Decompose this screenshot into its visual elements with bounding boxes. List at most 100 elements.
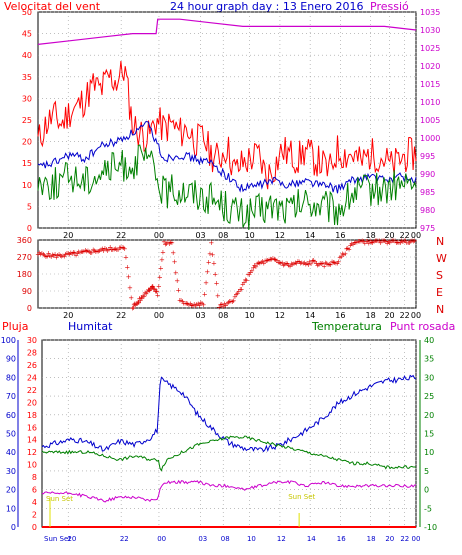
direction-point: + xyxy=(388,237,394,245)
direction-point: + xyxy=(303,261,309,269)
humidity-title: Humitat xyxy=(68,320,113,333)
direction-point: + xyxy=(181,299,187,307)
direction-point: + xyxy=(396,239,402,247)
direction-point: + xyxy=(299,259,305,267)
direction-point: + xyxy=(325,261,331,269)
direction-point: + xyxy=(309,257,315,265)
series-temperature xyxy=(41,435,417,472)
direction-point: + xyxy=(152,287,158,295)
wind-tick-label: 5 xyxy=(27,202,32,211)
direction-point: + xyxy=(281,261,287,269)
direction-point: + xyxy=(400,238,406,246)
direction-point: + xyxy=(267,256,273,264)
direction-point: + xyxy=(298,260,304,268)
direction-point: + xyxy=(183,300,189,308)
series-dewpoint xyxy=(41,479,417,503)
direction-point: + xyxy=(60,252,66,260)
direction-point: + xyxy=(253,263,259,271)
direction-point: + xyxy=(130,305,136,313)
wind-tick-label: 50 xyxy=(22,8,32,17)
direction-point: + xyxy=(224,300,230,308)
compass-label: S xyxy=(436,269,443,282)
time-tick-label: 18 xyxy=(366,231,376,240)
direction-point: + xyxy=(99,245,105,253)
bottom-time-tick-label: 14 xyxy=(307,535,316,543)
direction-point: + xyxy=(48,253,54,261)
time-tick-label: 10 xyxy=(245,311,255,320)
pressure-tick-label: 985 xyxy=(420,188,435,197)
bottom-time-tick-label: 10 xyxy=(247,535,256,543)
direction-point: + xyxy=(354,239,360,247)
direction-point: + xyxy=(138,293,144,301)
direction-point: + xyxy=(349,240,355,248)
direction-point: + xyxy=(158,265,164,273)
direction-point: + xyxy=(127,284,133,292)
temperature-tick-label: 5 xyxy=(424,467,429,476)
compass-label: N xyxy=(436,235,444,248)
direction-point: + xyxy=(228,298,234,306)
direction-point: + xyxy=(246,271,252,279)
direction-point: + xyxy=(92,247,98,255)
direction-point: + xyxy=(69,250,75,258)
direction-point: + xyxy=(148,285,154,293)
direction-point: + xyxy=(204,268,210,276)
bottom-time-tick-label: 08 xyxy=(221,535,230,543)
direction-point: + xyxy=(164,240,170,248)
direction-point: + xyxy=(311,257,317,265)
direction-point: + xyxy=(124,263,130,271)
direction-point: + xyxy=(337,253,343,261)
humidity-tick-label: 40 xyxy=(6,448,16,457)
time-tick-label: 00 xyxy=(154,231,164,240)
direction-point: + xyxy=(153,287,159,295)
direction-point: + xyxy=(329,258,335,266)
direction-point: + xyxy=(249,267,255,275)
series-wind_low xyxy=(37,144,417,231)
direction-point: + xyxy=(371,238,377,246)
direction-point: + xyxy=(346,245,352,253)
direction-point: + xyxy=(63,250,69,258)
time-tick-label: 20 xyxy=(63,311,73,320)
direction-point: + xyxy=(65,250,71,258)
direction-point: + xyxy=(367,237,373,245)
direction-point: + xyxy=(380,237,386,245)
direction-point: + xyxy=(197,302,203,310)
direction-point: + xyxy=(375,237,381,245)
wind-tick-label: 40 xyxy=(22,51,32,60)
pressure-tick-label: 1030 xyxy=(420,26,440,35)
direction-point: + xyxy=(231,297,237,305)
direction-point: + xyxy=(361,238,367,246)
direction-point: + xyxy=(288,260,294,268)
direction-point: + xyxy=(189,302,195,310)
direction-point: + xyxy=(47,252,53,260)
rain-tick-label: 2 xyxy=(32,511,37,520)
direction-point: + xyxy=(179,298,185,306)
time-tick-label: 22 xyxy=(116,231,126,240)
direction-point: + xyxy=(300,259,306,267)
temperature-tick-label: -5 xyxy=(424,504,432,513)
direction-point: + xyxy=(326,260,332,268)
sun-label: Sun Set xyxy=(288,493,315,501)
direction-point: + xyxy=(202,290,208,298)
direction-point: + xyxy=(59,253,65,261)
direction-point: + xyxy=(387,239,393,247)
direction-point: + xyxy=(260,258,266,266)
direction-point: + xyxy=(105,247,111,255)
direction-point: + xyxy=(389,237,395,245)
temperature-title: Temperatura xyxy=(311,320,382,333)
sun-label: Sun Set xyxy=(46,495,73,503)
direction-point: + xyxy=(215,292,221,300)
direction-point: + xyxy=(134,300,140,308)
humidity-tick-label: 100 xyxy=(1,336,16,345)
compass-label: N xyxy=(436,303,444,316)
direction-point: + xyxy=(123,254,129,262)
direction-point: + xyxy=(403,237,409,245)
direction-point: + xyxy=(313,260,319,268)
direction-point: + xyxy=(210,251,216,259)
direction-point: + xyxy=(252,262,258,270)
direction-point: + xyxy=(254,260,260,268)
direction-point: + xyxy=(312,258,318,266)
direction-point: + xyxy=(55,251,61,259)
rain-tick-label: 26 xyxy=(27,361,37,370)
direction-point: + xyxy=(151,285,157,293)
time-tick-label: 10 xyxy=(245,231,255,240)
